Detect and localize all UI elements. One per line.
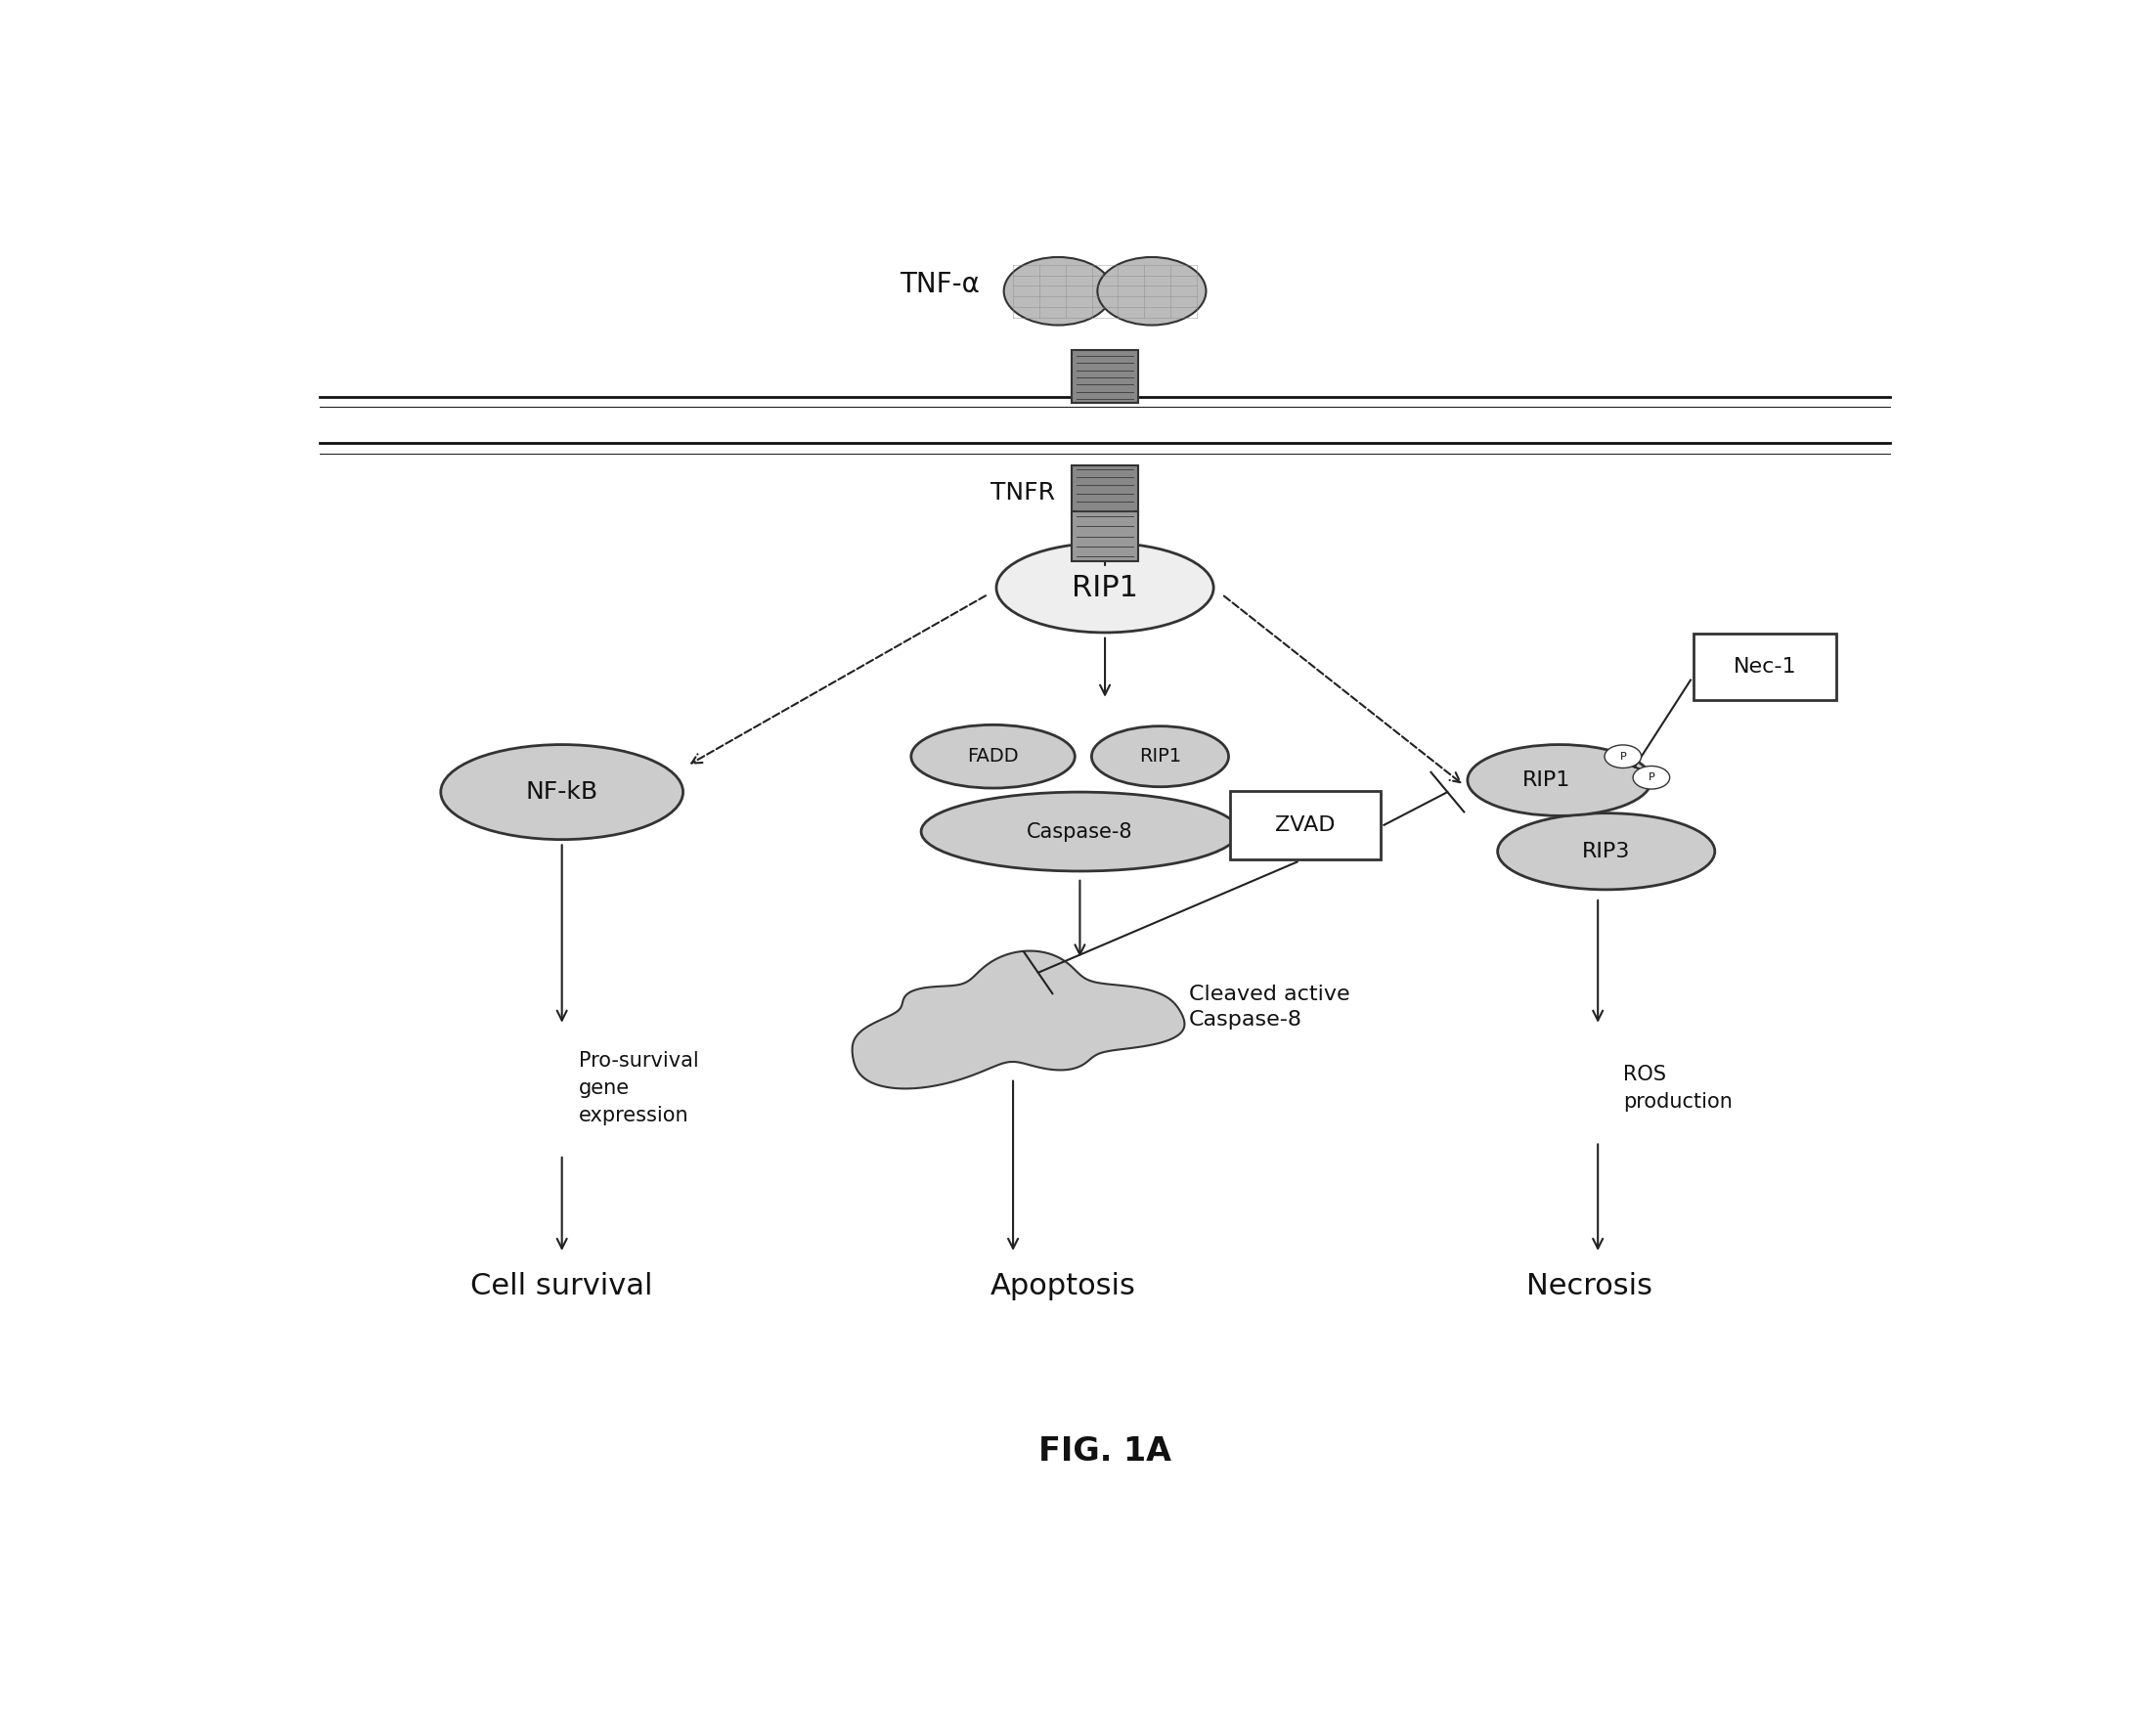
Text: Necrosis: Necrosis <box>1526 1272 1654 1301</box>
Text: RIP1: RIP1 <box>1522 770 1570 789</box>
Text: Apoptosis: Apoptosis <box>990 1272 1136 1301</box>
Text: FIG. 1A: FIG. 1A <box>1039 1435 1171 1467</box>
Text: RIP1: RIP1 <box>1138 746 1181 765</box>
Text: NF-kB: NF-kB <box>526 781 597 805</box>
Text: Pro-survival
gene
expression: Pro-survival gene expression <box>578 1051 699 1126</box>
Ellipse shape <box>1468 745 1651 817</box>
Text: ROS
production: ROS production <box>1623 1065 1731 1113</box>
Text: TNFR: TNFR <box>990 481 1054 505</box>
Ellipse shape <box>921 793 1238 871</box>
Ellipse shape <box>1097 257 1205 325</box>
Ellipse shape <box>1604 745 1641 769</box>
Ellipse shape <box>1005 257 1112 325</box>
Ellipse shape <box>996 543 1214 632</box>
Text: P: P <box>1647 772 1654 782</box>
Text: RIP1: RIP1 <box>1072 574 1138 603</box>
Text: P: P <box>1619 752 1626 762</box>
FancyBboxPatch shape <box>1072 351 1138 404</box>
Ellipse shape <box>1498 813 1714 890</box>
Polygon shape <box>852 950 1184 1089</box>
Text: FADD: FADD <box>968 746 1020 765</box>
Text: Cell survival: Cell survival <box>470 1272 653 1301</box>
FancyBboxPatch shape <box>1072 466 1138 515</box>
Ellipse shape <box>1091 726 1229 788</box>
Text: RIP3: RIP3 <box>1583 842 1630 861</box>
Text: Caspase-8: Caspase-8 <box>1026 822 1132 841</box>
FancyBboxPatch shape <box>1072 512 1138 562</box>
Text: Cleaved active
Caspase-8: Cleaved active Caspase-8 <box>1188 984 1350 1029</box>
Ellipse shape <box>912 724 1076 788</box>
FancyBboxPatch shape <box>1695 633 1837 700</box>
Text: TNF-α: TNF-α <box>899 270 979 298</box>
FancyBboxPatch shape <box>1231 791 1380 859</box>
Ellipse shape <box>440 745 683 839</box>
Text: ZVAD: ZVAD <box>1276 815 1335 835</box>
Text: Nec-1: Nec-1 <box>1733 657 1796 676</box>
Ellipse shape <box>1632 765 1669 789</box>
